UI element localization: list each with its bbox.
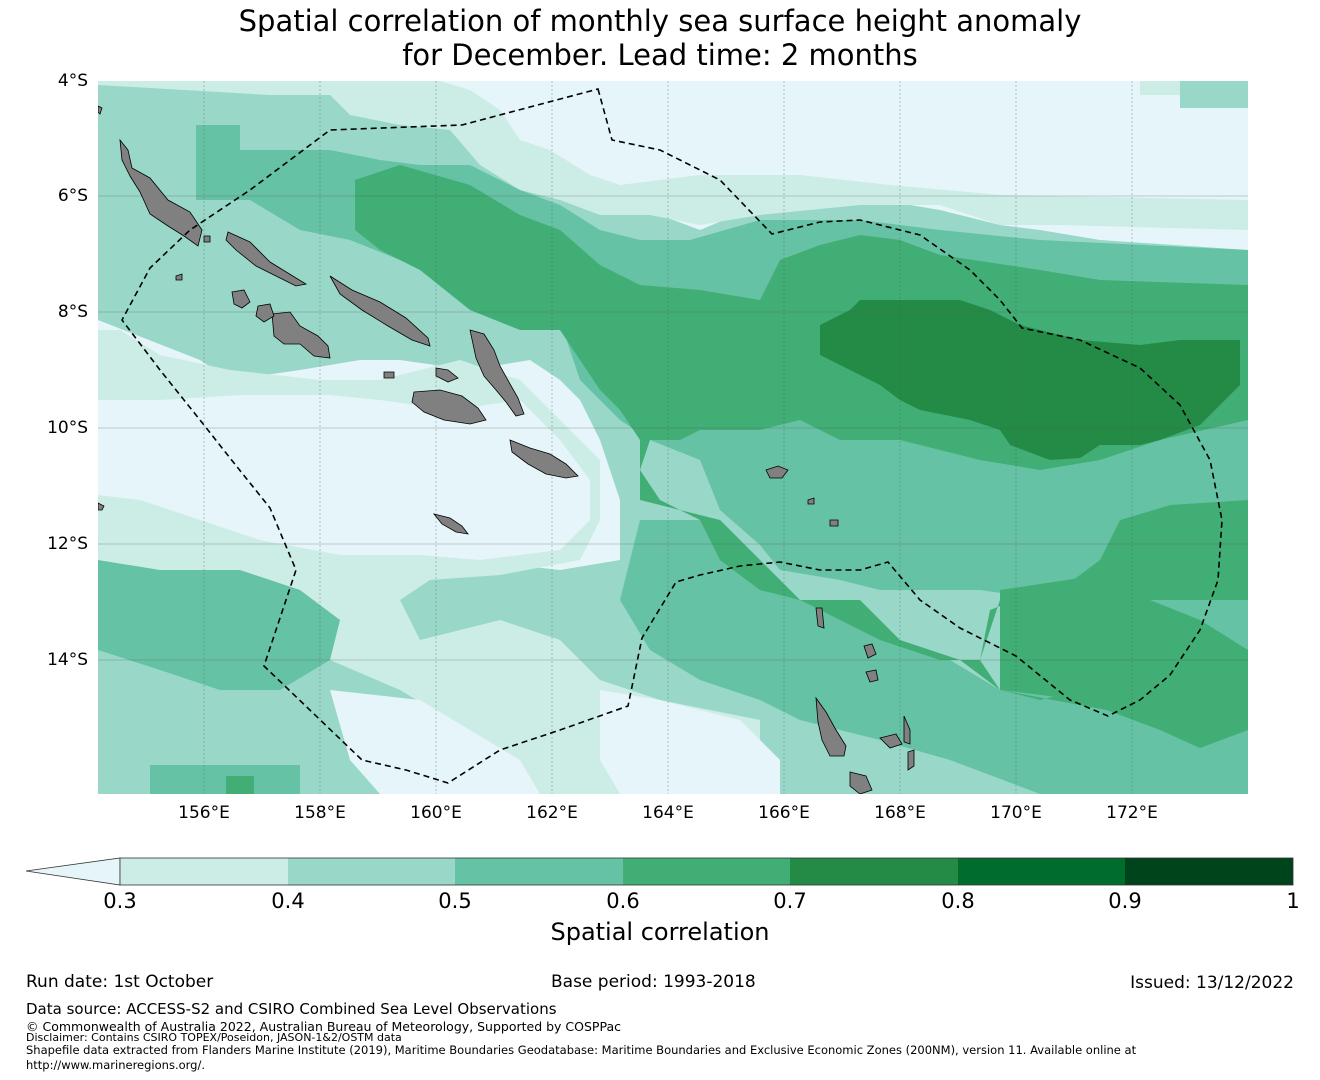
colorbar-tick-0.4: 0.4 [271,889,305,913]
lat-label-14s: 14°S [47,650,88,670]
field-0.3-south2 [330,690,540,794]
colorbar [25,857,1294,886]
run-date: Run date: 1st October [26,972,214,992]
lon-label-164e: 164°E [642,803,694,823]
colorbar-title: Spatial correlation [550,918,770,946]
issued-date: Issued: 13/12/2022 [1130,973,1294,993]
colorbar-bin-0.8-0.9 [958,858,1125,885]
colorbar-extend-arrow [25,857,121,886]
title-line-2: for December. Lead time: 2 months [402,38,918,72]
choiseul-island [225,231,308,287]
colorbar-bin-0.4-0.5 [288,858,455,885]
lat-label-4s: 4°S [57,71,88,91]
lon-label-168e: 168°E [874,803,926,823]
malekula-island [879,733,903,749]
shapefile-credit-line-2: http://www.marineregions.org/. [26,1058,205,1072]
colorbar-bin-0.3-0.4 [120,858,288,885]
small-island-8 [203,235,211,243]
lat-label-8s: 8°S [57,302,88,322]
colorbar-tick-0.6: 0.6 [606,889,640,913]
data-source: Data source: ACCESS-S2 and CSIRO Combine… [26,1000,557,1018]
colorbar-outline [119,857,1294,886]
vanua-lava-island [865,669,879,683]
lon-label-162e: 162°E [526,803,578,823]
espiritu-santo-island [815,696,847,757]
vella-lavella-island [231,289,251,309]
land-masses [98,105,915,794]
small-island-3 [175,273,183,281]
lon-label-156e: 156°E [178,803,230,823]
lon-label-172e: 172°E [1106,803,1158,823]
disclaimer: Disclaimer: Contains CSIRO TOPEX/Poseido… [26,1031,402,1044]
bougainville-island [119,138,203,247]
lon-label-158e: 158°E [294,803,346,823]
field-0.6-southeast [1000,575,1248,748]
field-0.3-north [98,81,1248,230]
small-island-9 [907,749,915,771]
kolombangara-island [255,303,275,323]
base-period: Base period: 1993-2018 [551,972,756,992]
field-0.5-southwest-bottom [150,765,300,794]
colorbar-tick-0.8: 0.8 [941,889,975,913]
lon-label-170e: 170°E [990,803,1042,823]
shapefile-credit-line-1: Shapefile data extracted from Flanders M… [26,1043,1137,1057]
florida-islands [435,367,459,383]
colorbar-tick-1: 1 [1286,889,1300,913]
colorbar-bin-0.9-1 [1125,858,1293,885]
colorbar-tick-0.9: 0.9 [1108,889,1142,913]
colorbar-tick-0.5: 0.5 [438,889,472,913]
colorbar-tick-0.3: 0.3 [103,889,137,913]
solomon-eez-boundary [121,88,1223,784]
small-island-1 [98,105,103,115]
title-line-1: Spatial correlation of monthly sea surfa… [238,4,1082,38]
field-0.6-speck [226,776,254,794]
new-georgia-island [271,311,331,359]
guadalcanal-island [411,389,487,425]
small-island-2 [98,502,105,511]
eez-boundaries [121,88,1223,784]
torres-island [863,643,877,659]
lon-label-166e: 166°E [758,803,810,823]
field-0.3-lowest [98,395,590,560]
map-panel [98,81,1248,794]
efate-island [849,771,873,794]
field-0.5-westblock [98,560,340,690]
lat-label-10s: 10°S [47,418,88,438]
field-0.6-band [355,165,1248,740]
small-island-5 [807,497,815,505]
small-island-7 [815,607,825,629]
malaita-island [469,329,525,417]
correlation-field [98,81,1248,794]
pentecost-island [903,715,911,745]
lon-label-160e: 160°E [410,803,462,823]
rennell-island [432,513,469,535]
lat-label-12s: 12°S [47,534,88,554]
copyright: © Commonwealth of Australia 2022, Austra… [26,1019,621,1034]
field-0.7-core [820,300,1240,460]
colorbar-bin-0.7-0.8 [790,858,958,885]
santa-cruz-island [765,465,789,479]
makira-island [509,439,579,479]
lat-label-6s: 6°S [57,186,88,206]
small-island-6 [829,519,839,527]
colorbar-bin-0.6-0.7 [623,858,790,885]
field-0.4-corner [1180,81,1248,108]
field-0.3-south [600,690,780,794]
colorbar-tick-0.7: 0.7 [773,889,807,913]
small-island-4 [383,371,395,379]
santa-isabel-island [329,275,431,347]
grid-lines [98,81,1248,794]
colorbar-bin-0.5-0.6 [455,858,623,885]
